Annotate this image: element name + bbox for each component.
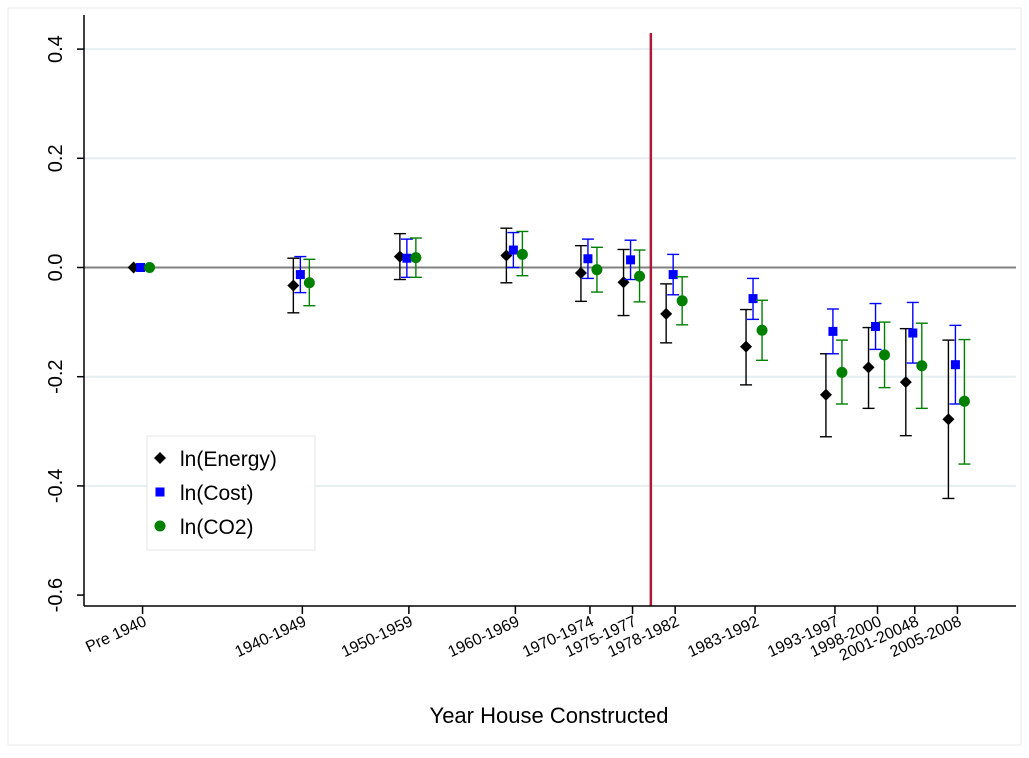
y-tick-label: 0.2 [45, 144, 67, 172]
diamond-marker [500, 249, 513, 262]
square-marker [583, 254, 593, 264]
legend-label: ln(Cost) [180, 482, 254, 505]
diamond-marker [862, 361, 875, 374]
diamond-marker [942, 413, 955, 426]
y-tick-label: 0.0 [45, 254, 67, 282]
circle-marker [676, 295, 688, 307]
circle-marker [154, 520, 166, 532]
square-marker [828, 326, 838, 336]
y-tick-label: -0.2 [45, 359, 67, 393]
circle-marker [879, 349, 891, 361]
legend: ln(Energy) ln(Cost) ln(CO2) [146, 435, 316, 551]
legend-label: ln(Energy) [180, 448, 277, 471]
square-marker [668, 270, 678, 280]
y-tick-label: 0.4 [45, 35, 67, 63]
square-marker [908, 328, 918, 338]
y-tick-label: -0.6 [45, 578, 67, 612]
data-series [127, 227, 971, 500]
circle-marker [634, 270, 646, 282]
legend-label: ln(CO2) [180, 516, 254, 539]
square-marker [508, 245, 518, 255]
x-axis-title: Year House Constructed [430, 703, 669, 728]
circle-marker [516, 248, 528, 260]
circle-marker [916, 360, 928, 372]
diamond-marker [660, 307, 673, 320]
series-cost [136, 231, 962, 405]
diamond-marker [574, 266, 587, 279]
y-tick-label: -0.4 [45, 469, 67, 503]
square-marker [136, 263, 146, 272]
square-marker [871, 321, 881, 331]
diamond-marker [899, 376, 912, 389]
diamond-marker [154, 452, 166, 464]
circle-marker [591, 264, 603, 276]
diamond-marker [740, 340, 753, 353]
square-marker [626, 255, 636, 265]
square-marker [748, 294, 758, 304]
circle-marker [958, 395, 970, 407]
circle-marker [303, 277, 315, 289]
diamond-marker [819, 388, 832, 401]
series-energy [127, 227, 955, 500]
circle-marker [836, 366, 848, 378]
circle-marker [144, 262, 156, 273]
square-marker [155, 487, 165, 497]
circle-marker [756, 324, 768, 336]
series-co2 [144, 230, 971, 465]
grid-lines [84, 48, 1016, 487]
circle-marker [410, 252, 422, 264]
square-marker [295, 270, 305, 280]
reference-lines [84, 33, 1016, 606]
legend-box [146, 435, 316, 551]
square-marker [950, 360, 960, 370]
square-marker [402, 253, 412, 263]
diamond-marker [287, 279, 300, 292]
